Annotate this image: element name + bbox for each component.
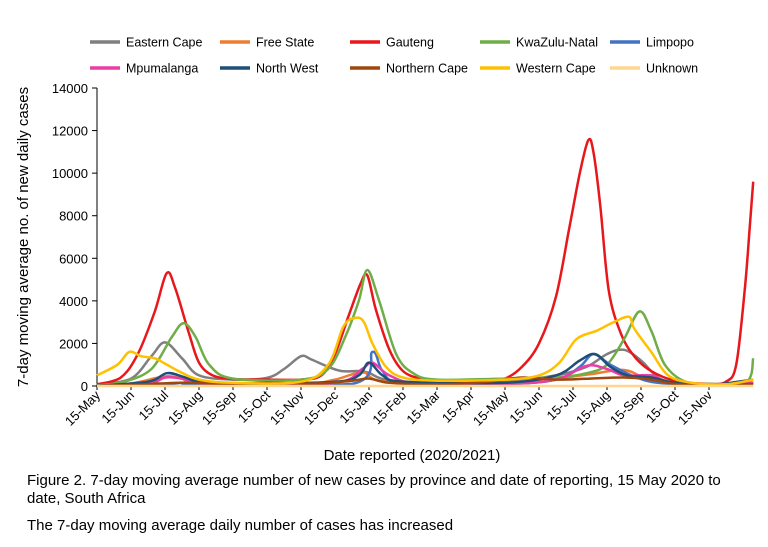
x-tick-label: 15-Oct bbox=[235, 387, 273, 425]
y-tick-label: 2000 bbox=[59, 336, 88, 351]
x-tick-label: 15-Jun bbox=[98, 388, 137, 427]
legend-item-mpumalanga: Mpumalanga bbox=[90, 62, 198, 76]
y-tick-label: 8000 bbox=[59, 209, 88, 224]
legend-item-limpopo: Limpopo bbox=[610, 36, 694, 50]
x-tick-label: 15-Oct bbox=[643, 387, 681, 425]
legend-item-free-state: Free State bbox=[220, 36, 314, 50]
y-tick-label: 6000 bbox=[59, 251, 88, 266]
legend-label: Eastern Cape bbox=[126, 36, 202, 50]
x-tick-label: 15-Aug bbox=[573, 388, 613, 428]
x-tick-label: 15-Feb bbox=[369, 388, 409, 428]
series-line-western-cape bbox=[96, 315, 754, 386]
y-ticks: 0 2000 4000 6000 8000 10000 12000 14000 bbox=[52, 81, 97, 394]
y-tick-label: 12000 bbox=[52, 124, 88, 139]
legend-label: Free State bbox=[256, 36, 314, 50]
legend-label: Limpopo bbox=[646, 36, 694, 50]
legend-label: North West bbox=[256, 62, 319, 76]
series-line-eastern-cape bbox=[96, 341, 754, 387]
series-line-kwazulu-natal bbox=[96, 268, 755, 387]
legend-label: Mpumalanga bbox=[126, 62, 198, 76]
series-line-gauteng bbox=[96, 137, 755, 386]
x-tick-label: 15-May bbox=[470, 387, 512, 429]
x-tick-label: 15-Jun bbox=[506, 388, 545, 427]
legend-label: Gauteng bbox=[386, 36, 434, 50]
legend-item-northern-cape: Northern Cape bbox=[350, 62, 468, 76]
legend-item-eastern-cape: Eastern Cape bbox=[90, 36, 202, 50]
series-line-mpumalanga bbox=[96, 361, 754, 388]
x-ticks: 15-May15-Jun15-Jul15-Aug15-Sep15-Oct15-N… bbox=[62, 386, 716, 429]
x-tick-label: 15-Nov bbox=[267, 387, 308, 428]
legend-item-unknown: Unknown bbox=[610, 62, 698, 76]
legend-label: Northern Cape bbox=[386, 62, 468, 76]
series-lines bbox=[96, 137, 755, 388]
series-line-north-west bbox=[96, 352, 754, 388]
x-tick-label: 15-Nov bbox=[675, 387, 716, 428]
y-tick-label: 10000 bbox=[52, 166, 88, 181]
legend-label: Western Cape bbox=[516, 62, 596, 76]
chart: Eastern Cape Free State Gauteng KwaZulu-Nat… bbox=[15, 36, 755, 464]
legend-item-gauteng: Gauteng bbox=[350, 36, 434, 50]
x-tick-label: 15-Sep bbox=[199, 388, 239, 428]
x-axis-title: Date reported (2020/2021) bbox=[324, 447, 501, 464]
x-tick-label: 15-Sep bbox=[607, 388, 647, 428]
legend: Eastern Cape Free State Gauteng KwaZulu-Nat… bbox=[90, 36, 698, 76]
legend-item-western-cape: Western Cape bbox=[480, 62, 596, 76]
x-tick-label: 15-Dec bbox=[301, 387, 342, 428]
figure-caption: Figure 2. 7-day moving average number of… bbox=[27, 472, 721, 507]
legend-label: KwaZulu-Natal bbox=[516, 36, 598, 50]
x-tick-label: 15-Jan bbox=[336, 388, 375, 427]
y-axis-title: 7-day moving average no. of new daily ca… bbox=[15, 87, 32, 387]
x-tick-label: 15-Mar bbox=[403, 387, 443, 427]
legend-item-kwazulu-natal: KwaZulu-Natal bbox=[480, 36, 598, 50]
legend-label: Unknown bbox=[646, 62, 698, 76]
y-tick-label: 14000 bbox=[52, 81, 88, 96]
y-tick-label: 4000 bbox=[59, 294, 88, 309]
x-tick-label: 15-Aug bbox=[165, 388, 205, 428]
legend-item-north-west: North West bbox=[220, 62, 319, 76]
figure-note: The 7-day moving average daily number of… bbox=[27, 517, 454, 534]
y-tick-label: 0 bbox=[81, 379, 88, 394]
